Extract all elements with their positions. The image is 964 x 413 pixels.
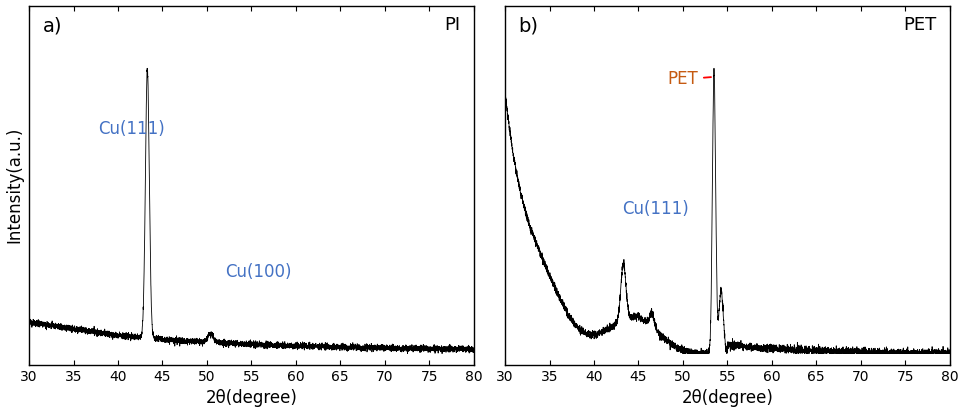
- Text: Cu(100): Cu(100): [225, 263, 291, 280]
- Text: Cu(111): Cu(111): [98, 120, 165, 138]
- Text: Cu(111): Cu(111): [623, 200, 689, 218]
- Text: b): b): [519, 17, 539, 36]
- Y-axis label: Intensity(a.u.): Intensity(a.u.): [6, 127, 23, 244]
- Text: a): a): [42, 17, 62, 36]
- X-axis label: 2θ(degree): 2θ(degree): [205, 389, 297, 408]
- Text: PI: PI: [444, 17, 460, 34]
- Text: PET: PET: [667, 70, 711, 88]
- Text: PET: PET: [903, 17, 936, 34]
- X-axis label: 2θ(degree): 2θ(degree): [682, 389, 773, 408]
